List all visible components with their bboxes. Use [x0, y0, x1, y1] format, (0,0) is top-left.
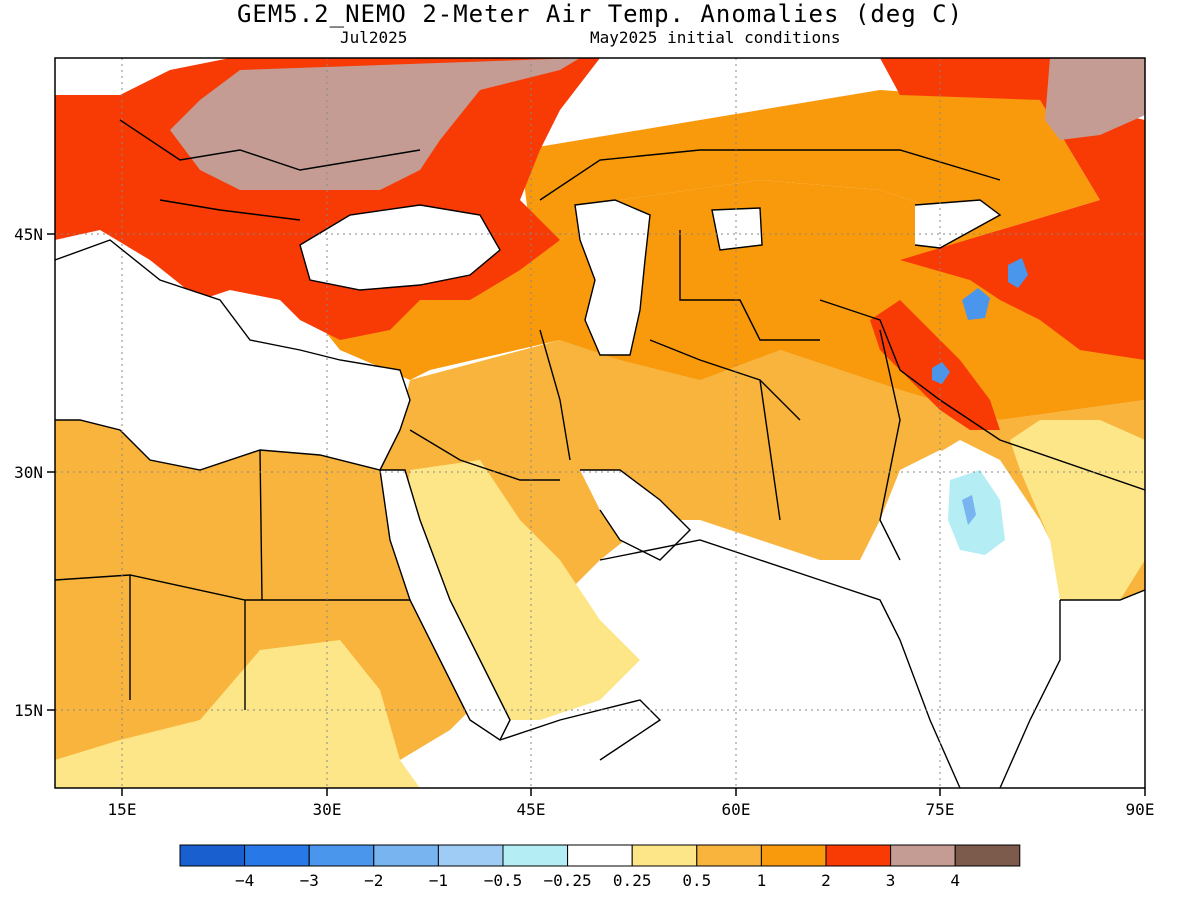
map-frame	[54, 57, 1146, 789]
anomaly-region-yellow-india	[1010, 420, 1145, 600]
colorbar-swatch-8	[696, 844, 762, 867]
tick-marks	[47, 233, 1146, 796]
colorbar-swatch-12	[954, 844, 1021, 867]
persian-gulf	[580, 470, 690, 560]
lon-label-15e: 15E	[108, 800, 137, 819]
anomaly-spot-blue-3	[932, 362, 950, 384]
colorbar-swatch-7	[631, 844, 698, 867]
colorbar-label-8: 1	[757, 871, 767, 890]
lon-label-75e: 75E	[926, 800, 955, 819]
colorbar-swatch-0	[179, 844, 246, 867]
black-sea	[300, 205, 500, 290]
colorbar-label-6: 0.25	[613, 871, 652, 890]
coastlines	[55, 119, 1145, 788]
lat-label-15n: 15N	[14, 701, 43, 720]
lon-label-60e: 60E	[722, 800, 751, 819]
colorbar-label-4: −0.5	[484, 871, 523, 890]
colorbar-swatch-5	[502, 844, 569, 867]
initial-conditions: May2025 initial conditions	[590, 28, 841, 47]
anomaly-region-red-kashmir	[870, 300, 1000, 430]
bay-of-bengal	[1000, 590, 1145, 788]
anomaly-region-cyan-india	[948, 470, 1005, 555]
gridlines	[55, 58, 1145, 788]
colorbar-label-5: −0.25	[544, 871, 592, 890]
lon-tick-labels: 15E 30E 45E 60E 75E 90E	[108, 800, 1155, 819]
colorbar: −4 −3 −2 −1 −0.5 −0.25 0.25 0.5 1 2 3 4	[179, 844, 1021, 890]
lon-label-45e: 45E	[517, 800, 546, 819]
colorbar-swatch-9	[760, 844, 827, 867]
colorbar-swatch-6	[567, 844, 633, 867]
lat-label-30n: 30N	[14, 463, 43, 482]
colorbar-swatch-1	[244, 844, 310, 867]
mediterranean-sea	[55, 240, 410, 470]
chart-title: GEM5.2_NEMO 2-Meter Air Temp. Anomalies …	[236, 0, 964, 28]
colorbar-label-9: 2	[821, 871, 831, 890]
red-sea	[380, 470, 510, 740]
colorbar-label-2: −2	[364, 871, 383, 890]
balkhash-lake	[915, 200, 1000, 248]
colorbar-label-0: −4	[235, 871, 254, 890]
lat-label-45n: 45N	[14, 225, 43, 244]
caspian-sea	[575, 200, 650, 355]
colorbar-swatch-4	[437, 844, 504, 867]
gulf-of-aden	[500, 700, 660, 788]
colorbar-label-3: −1	[429, 871, 448, 890]
colorbar-swatch-2	[308, 844, 375, 867]
colorbar-label-11: 4	[950, 871, 960, 890]
lon-label-90e: 90E	[1126, 800, 1155, 819]
anomaly-region-lightblue-india	[962, 495, 976, 525]
colorbar-swatch-11	[890, 844, 956, 867]
colorbar-label-7: 0.5	[682, 871, 711, 890]
aral-sea	[712, 208, 762, 250]
anomaly-spot-blue-1	[962, 288, 990, 320]
colorbar-label-1: −3	[300, 871, 319, 890]
anomaly-region-brown-europe	[170, 58, 580, 190]
anomaly-fields	[55, 58, 1145, 788]
lat-tick-labels: 15N 30N 45N	[14, 225, 43, 720]
lon-label-30e: 30E	[313, 800, 342, 819]
anomaly-spot-blue-2	[1008, 258, 1028, 288]
anomaly-region-brown-siberia	[1045, 58, 1145, 140]
forecast-month: Jul2025	[340, 28, 408, 47]
colorbar-label-10: 3	[886, 871, 896, 890]
anomaly-region-yellow-africa	[55, 640, 420, 788]
colorbar-swatch-3	[373, 844, 439, 867]
colorbar-swatch-10	[825, 844, 892, 867]
